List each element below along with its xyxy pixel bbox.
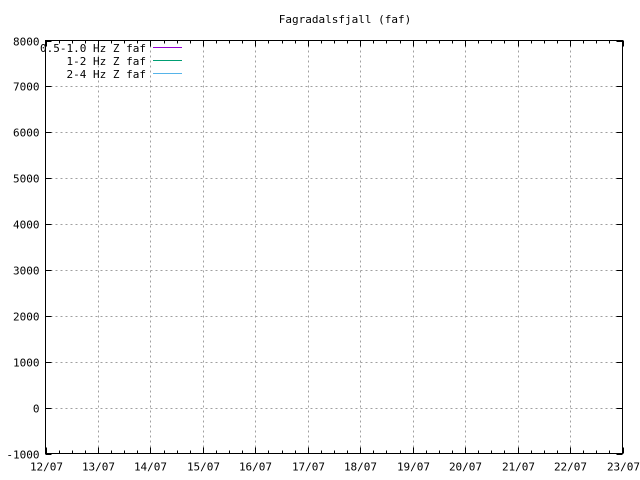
legend-label: 0.5-1.0 Hz Z faf [40,42,146,55]
legend-label: 2-4 Hz Z faf [67,68,146,81]
y-tick-label: 0 [33,403,40,416]
grid [45,40,623,454]
x-tick-label: 23/07 [607,461,640,474]
y-tick-label: 1000 [13,357,40,370]
x-tick-label: 12/07 [30,461,63,474]
y-tick-label: 8000 [13,36,40,49]
axes: -1000 0 1000 2000 3000 4000 5000 6000 7000 8000 12… [6,36,640,474]
y-tick-label: 4000 [13,219,40,232]
y-tick-label: -1000 [6,449,39,462]
plot-border [45,40,623,454]
x-tick-label: 20/07 [449,461,482,474]
chart-title: Fagradalsfjall (faf) [279,13,411,26]
y-tick-label: 6000 [13,127,40,140]
x-tick-label: 15/07 [187,461,220,474]
legend-label: 1-2 Hz Z faf [67,55,146,68]
x-tick-label: 13/07 [82,461,115,474]
y-tick-label: 3000 [13,265,40,278]
x-tick-label: 21/07 [502,461,535,474]
x-tick-label: 16/07 [239,461,272,474]
y-tick-label: 5000 [13,173,40,186]
y-tick-label: 7000 [13,81,40,94]
x-tick-label: 14/07 [134,461,167,474]
x-tick-label: 18/07 [344,461,377,474]
x-tick-label: 22/07 [554,461,587,474]
y-tick-label: 2000 [13,311,40,324]
x-tick-label: 19/07 [397,461,430,474]
x-tick-label: 17/07 [292,461,325,474]
